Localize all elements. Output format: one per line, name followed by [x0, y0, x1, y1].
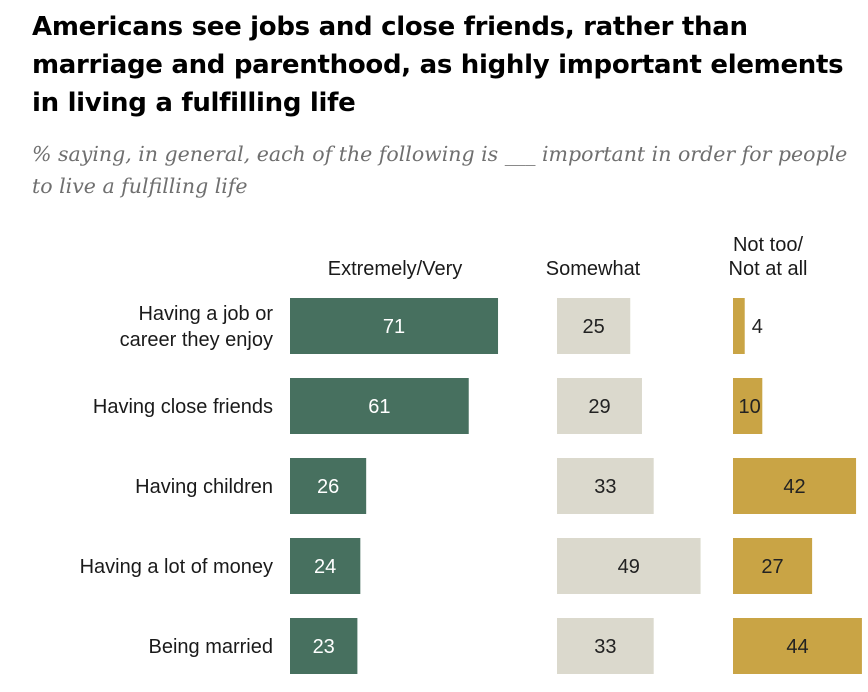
bar	[290, 378, 469, 434]
bar	[290, 538, 361, 594]
column-header-extremely-very: Extremely/Very	[328, 258, 462, 280]
bar	[557, 538, 701, 594]
data-label: 33	[594, 476, 616, 498]
data-label: 4	[752, 316, 763, 338]
chart-subtitle: % saying, in general, each of the follow…	[32, 142, 848, 198]
bar	[733, 538, 813, 594]
data-label: 24	[314, 556, 336, 578]
data-label: 42	[783, 476, 805, 498]
data-label: 33	[594, 636, 616, 658]
bar	[733, 458, 857, 514]
column-header-somewhat: Somewhat	[546, 258, 641, 280]
bar	[290, 298, 499, 354]
column-header-not-too-not-at-all: Not at all	[729, 258, 808, 280]
bar	[557, 618, 654, 674]
category-label: Having children	[135, 476, 273, 498]
category-label: Having a job or	[138, 303, 273, 325]
data-label: 61	[368, 396, 390, 418]
category-label: career they enjoy	[120, 329, 273, 351]
category-label: Being married	[148, 636, 273, 658]
column-header-not-too-not-at-all: Not too/	[733, 234, 803, 256]
bar	[557, 298, 631, 354]
data-label: 10	[739, 396, 761, 418]
bar	[733, 298, 745, 354]
data-label: 23	[313, 636, 335, 658]
data-label: 27	[761, 556, 783, 578]
chart-title: Americans see jobs and close friends, ra…	[32, 12, 844, 118]
bar	[557, 378, 642, 434]
data-label: 29	[588, 396, 610, 418]
data-label: 49	[618, 556, 640, 578]
bar	[290, 458, 367, 514]
bar	[733, 618, 862, 674]
category-label: Having a lot of money	[80, 556, 273, 578]
category-label: Having close friends	[93, 396, 273, 418]
bar	[557, 458, 654, 514]
data-label: 25	[583, 316, 605, 338]
data-label: 44	[786, 636, 808, 658]
data-label: 71	[383, 316, 405, 338]
data-label: 26	[317, 476, 339, 498]
bar	[290, 618, 358, 674]
bar	[733, 378, 763, 434]
